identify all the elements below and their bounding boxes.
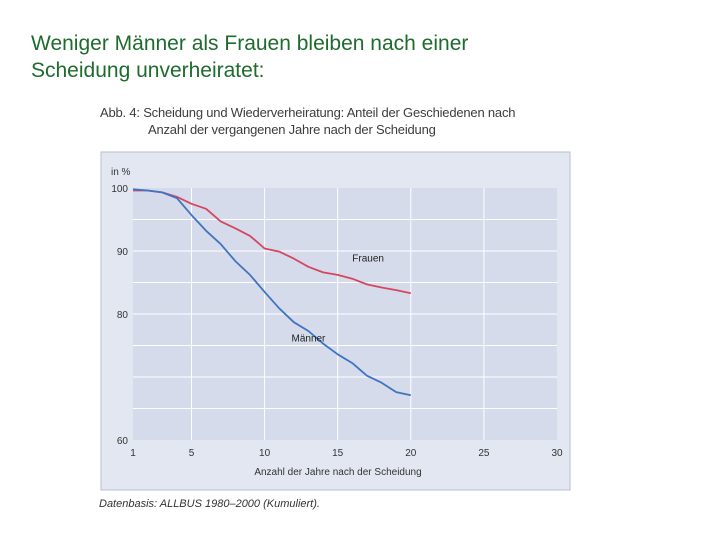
x-tick-label: 15 [332, 448, 344, 459]
figure-caption-line1: Abb. 4: Scheidung und Wiederverheiratung… [100, 105, 516, 120]
y-tick-label: 100 [111, 184, 128, 195]
x-tick-label: 25 [478, 448, 490, 459]
y-axis-label: in % [111, 167, 131, 178]
slide-title-line2: Scheidung unverheiratet: [31, 59, 265, 82]
series-line-frauen [133, 189, 411, 295]
series-line-maenner [132, 188, 411, 397]
source-note: Datenbasis: ALLBUS 1980–2000 (Kumuliert)… [99, 498, 320, 510]
x-axis-label: Anzahl der Jahre nach der Scheidung [254, 467, 421, 478]
series-label: Männer [291, 334, 326, 345]
x-tick-label: 20 [405, 448, 417, 459]
y-tick-label: 80 [117, 310, 129, 321]
slide-title: Weniger Männer als Frauen bleiben nach e… [31, 30, 671, 84]
figure-caption: Abb. 4: Scheidung und Wiederverheiratung… [100, 104, 570, 138]
series-label: Frauen [352, 254, 384, 265]
figure-caption-line2: Anzahl der vergangenen Jahre nach der Sc… [148, 122, 436, 137]
x-tick-label: 5 [189, 448, 195, 459]
x-tick-label: 30 [551, 448, 563, 459]
x-tick-label: 1 [130, 448, 136, 459]
slide-title-line1: Weniger Männer als Frauen bleiben nach e… [31, 32, 469, 55]
y-tick-label: 90 [117, 247, 129, 258]
y-tick-label: 60 [117, 436, 129, 447]
x-tick-label: 10 [259, 448, 271, 459]
